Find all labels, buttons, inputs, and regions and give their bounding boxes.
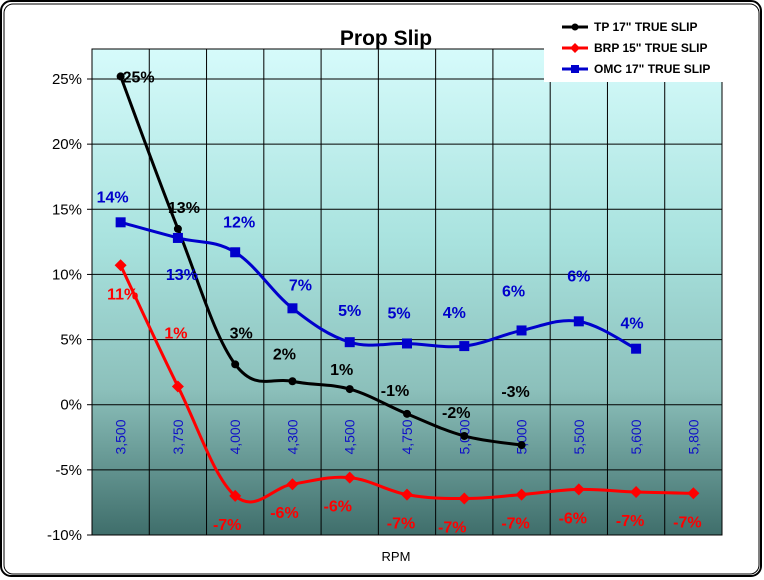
data-label: 1% [164, 325, 187, 342]
data-label: 7% [289, 277, 312, 294]
data-point[interactable] [287, 303, 298, 314]
data-label: -7% [213, 517, 241, 534]
data-label: 6% [567, 268, 590, 285]
data-point[interactable] [114, 259, 127, 272]
y-tick-label: 10% [52, 266, 82, 283]
data-label: -7% [438, 520, 466, 537]
series-line[interactable] [120, 220, 637, 351]
x-tick-label: 3,750 [170, 419, 186, 454]
data-label: -2% [442, 405, 470, 422]
y-tick-label: 15% [52, 201, 82, 218]
x-tick-label: 3,500 [113, 419, 129, 454]
chart-title: Prop Slip [340, 27, 432, 50]
x-tick-label: 5,600 [628, 419, 644, 454]
data-point[interactable] [687, 487, 700, 500]
x-tick-label: 4,000 [227, 419, 243, 454]
x-tick-label: 4,500 [342, 419, 358, 454]
y-tick-label: -5% [55, 462, 82, 479]
legend-label: TP 17" TRUE SLIP [594, 20, 698, 34]
data-point[interactable] [288, 377, 297, 386]
data-label: 6% [502, 283, 525, 300]
x-tick-label: 5,800 [685, 419, 701, 454]
data-point[interactable] [458, 492, 471, 505]
data-point[interactable] [631, 343, 642, 354]
legend-marker [571, 65, 579, 73]
data-label: -7% [616, 513, 644, 530]
data-point[interactable] [401, 488, 413, 501]
data-label: 14% [97, 189, 129, 206]
data-label: 11% [107, 286, 138, 303]
data-point[interactable] [572, 483, 585, 496]
data-label: -3% [501, 384, 529, 401]
series-line[interactable] [119, 264, 694, 504]
data-point[interactable] [343, 471, 356, 484]
data-point[interactable] [171, 380, 184, 393]
x-axis-label: RPM [382, 549, 411, 564]
legend-marker [570, 43, 580, 53]
data-point[interactable] [229, 489, 242, 502]
data-point[interactable] [172, 232, 183, 243]
data-point[interactable] [230, 247, 241, 258]
data-label: 3% [230, 325, 253, 342]
data-label: -7% [673, 514, 701, 531]
data-point[interactable] [630, 486, 643, 499]
legend[interactable]: TP 17" TRUE SLIP BRP 15" TRUE SLIP OMC 17"… [544, 12, 747, 82]
data-point[interactable] [173, 224, 182, 233]
data-label: 1% [330, 362, 353, 379]
data-label: -7% [501, 516, 529, 533]
data-label: 5% [387, 305, 410, 322]
data-label: -6% [559, 510, 587, 527]
data-point[interactable] [115, 217, 126, 228]
data-point[interactable] [516, 325, 527, 336]
data-label: 13% [166, 267, 198, 284]
data-label: 13% [168, 200, 200, 217]
chart-frame-inner [3, 3, 760, 575]
x-tick-label: 5,000 [514, 419, 530, 454]
y-axis-ticks: 25% 20% 15% 10% 5% 0% -5% -10% [47, 71, 92, 544]
legend-label: BRP 15" TRUE SLIP [594, 41, 708, 55]
data-point[interactable] [344, 337, 355, 348]
x-tick-label: 5,500 [571, 419, 587, 454]
data-point[interactable] [517, 441, 526, 450]
data-label: -6% [324, 499, 352, 516]
data-label: -6% [270, 505, 298, 522]
data-label: -1% [381, 383, 409, 400]
x-axis-ticks: 3,5003,7504,0004,3004,5004,7505,0005,000… [113, 419, 702, 454]
data-point[interactable] [402, 338, 412, 349]
y-tick-label: 0% [60, 397, 82, 414]
data-point[interactable] [573, 316, 584, 327]
data-label: 25% [123, 69, 155, 86]
x-tick-label: 4,300 [284, 419, 300, 454]
data-point[interactable] [116, 72, 125, 81]
data-label: 4% [621, 316, 644, 333]
gridlines [92, 49, 722, 535]
data-label: 4% [443, 305, 466, 322]
data-point[interactable] [231, 360, 240, 369]
series-lines [114, 72, 700, 505]
data-point[interactable] [460, 431, 469, 440]
data-label: 2% [273, 346, 296, 363]
plot-area [91, 48, 723, 536]
data-label: -7% [387, 516, 415, 533]
legend-label: OMC 17" TRUE SLIP [594, 62, 710, 76]
data-point[interactable] [515, 488, 528, 501]
data-point[interactable] [459, 341, 470, 352]
data-labels: 25% 13% 3% 2% 1% -1% -2% -3% 11% 1% -7% -6% -6% -7% -7… [97, 69, 702, 536]
y-tick-label: 20% [52, 136, 82, 153]
data-label: 5% [338, 303, 361, 320]
y-tick-label: -10% [47, 527, 82, 544]
data-point[interactable] [286, 478, 299, 491]
y-tick-label: 5% [60, 332, 82, 349]
data-point[interactable] [403, 409, 411, 418]
x-tick-label: 4,750 [399, 419, 415, 454]
legend-marker [571, 23, 579, 31]
data-point[interactable] [345, 385, 354, 394]
y-tick-label: 25% [52, 71, 82, 88]
data-label: 12% [223, 214, 255, 231]
